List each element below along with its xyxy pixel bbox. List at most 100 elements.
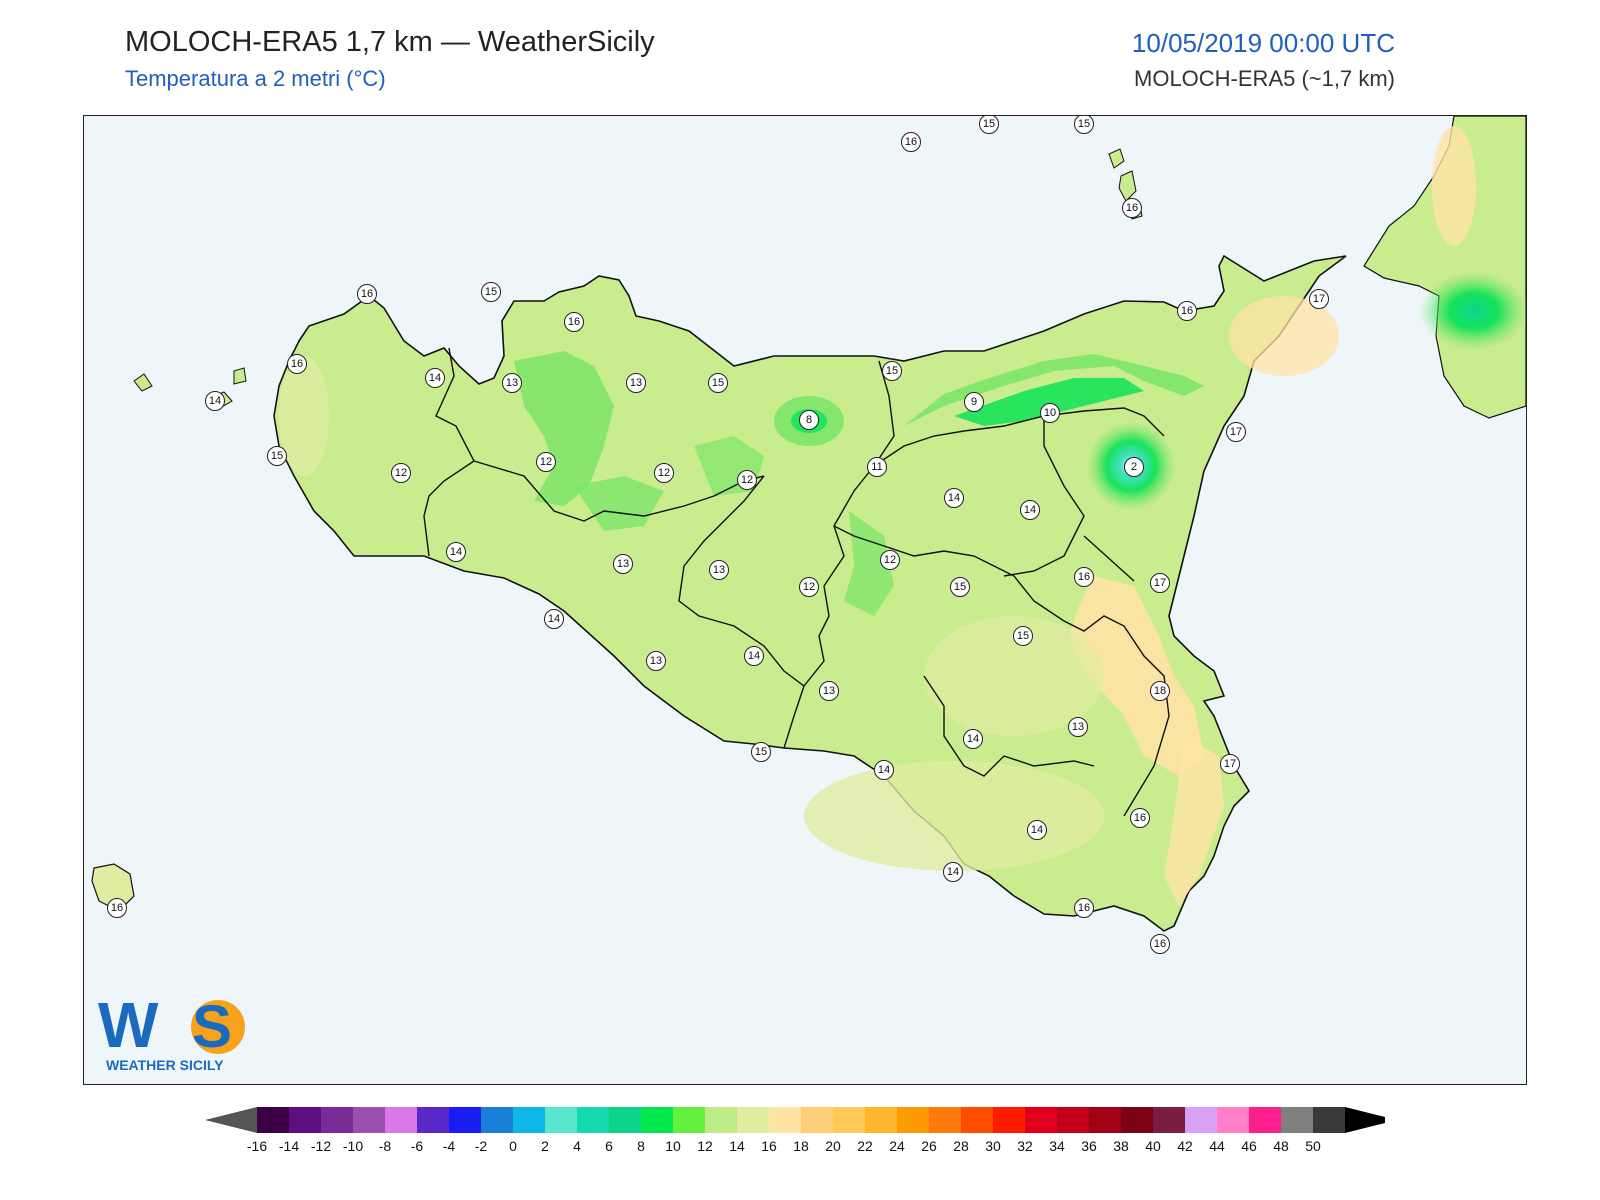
station-value: 2 bbox=[1124, 457, 1144, 477]
station-value: 13 bbox=[626, 373, 646, 393]
colorbar-tick-label: 2 bbox=[541, 1138, 549, 1154]
colorbar-swatch bbox=[929, 1107, 961, 1133]
colorbar-tick-label: 20 bbox=[825, 1138, 841, 1154]
colorbar-tick-label: 0 bbox=[509, 1138, 517, 1154]
station-value: 16 bbox=[287, 354, 307, 374]
station-value: 14 bbox=[205, 391, 225, 411]
station-value: 13 bbox=[646, 651, 666, 671]
salina-island bbox=[1108, 148, 1125, 169]
colorbar-swatch bbox=[353, 1107, 385, 1133]
colorbar-tick-label: 12 bbox=[697, 1138, 713, 1154]
station-value: 10 bbox=[1040, 403, 1060, 423]
egadi-island bbox=[233, 367, 247, 385]
colorbar-swatch bbox=[673, 1107, 705, 1133]
station-value: 8 bbox=[799, 410, 819, 430]
colorbar-swatch bbox=[865, 1107, 897, 1133]
station-value: 12 bbox=[880, 550, 900, 570]
station-value: 13 bbox=[819, 681, 839, 701]
colorbar-swatch bbox=[481, 1107, 513, 1133]
station-value: 15 bbox=[267, 446, 287, 466]
logo-text: WEATHER SICILY bbox=[106, 1057, 224, 1073]
colorbar-swatch bbox=[1025, 1107, 1057, 1133]
station-value: 12 bbox=[737, 470, 757, 490]
colorbar bbox=[205, 1107, 1385, 1133]
station-value: 14 bbox=[1020, 500, 1040, 520]
station-value: 14 bbox=[544, 609, 564, 629]
colorbar-swatch bbox=[417, 1107, 449, 1133]
station-value: 17 bbox=[1226, 422, 1246, 442]
colorbar-tick-label: 42 bbox=[1177, 1138, 1193, 1154]
colorbar-swatch bbox=[833, 1107, 865, 1133]
colorbar-swatch bbox=[257, 1107, 289, 1133]
temperature-map bbox=[91, 116, 1526, 932]
station-value: 14 bbox=[943, 862, 963, 882]
station-value: 16 bbox=[1130, 808, 1150, 828]
colorbar-swatch bbox=[1089, 1107, 1121, 1133]
colorbar-swatch bbox=[289, 1107, 321, 1133]
colorbar-tick-label: 46 bbox=[1241, 1138, 1257, 1154]
weathersicily-logo: W S WEATHER SICILY bbox=[98, 985, 258, 1075]
svg-text:W: W bbox=[98, 989, 159, 1061]
station-value: 16 bbox=[1074, 567, 1094, 587]
colorbar-tick-label: 48 bbox=[1273, 1138, 1289, 1154]
colorbar-swatch bbox=[737, 1107, 769, 1133]
colorbar-swatch bbox=[513, 1107, 545, 1133]
colorbar-swatch bbox=[705, 1107, 737, 1133]
station-value: 14 bbox=[744, 646, 764, 666]
station-value: 9 bbox=[964, 392, 984, 412]
colorbar-swatch bbox=[641, 1107, 673, 1133]
colorbar-swatch bbox=[1185, 1107, 1217, 1133]
colorbar-tick-label: 26 bbox=[921, 1138, 937, 1154]
colorbar-tick-label: 16 bbox=[761, 1138, 777, 1154]
station-value: 15 bbox=[481, 282, 501, 302]
station-value: 11 bbox=[867, 457, 887, 477]
station-value: 12 bbox=[654, 463, 674, 483]
colorbar-tick-label: 30 bbox=[985, 1138, 1001, 1154]
map-frame: 16 15 15 16 16 15 16 17 16 14 16 14 13 13 15 15 8 9 10 17 15… bbox=[83, 115, 1527, 1085]
svg-text:S: S bbox=[192, 993, 232, 1060]
colorbar-tick-label: 14 bbox=[729, 1138, 745, 1154]
colorbar-tick-label: 50 bbox=[1305, 1138, 1321, 1154]
colorbar-tick-label: 6 bbox=[605, 1138, 613, 1154]
station-value: 16 bbox=[1150, 934, 1170, 954]
map-title: MOLOCH-ERA5 1,7 km — WeatherSicily bbox=[125, 26, 655, 58]
station-value: 14 bbox=[874, 760, 894, 780]
station-value: 16 bbox=[1122, 198, 1142, 218]
map-subtitle: Temperatura a 2 metri (°C) bbox=[125, 66, 386, 91]
colorbar-tick-label: 4 bbox=[573, 1138, 581, 1154]
colorbar-tick-label: 38 bbox=[1113, 1138, 1129, 1154]
colorbar-swatch bbox=[993, 1107, 1025, 1133]
valid-datetime: 10/05/2019 00:00 UTC bbox=[1131, 28, 1395, 58]
station-value: 15 bbox=[1074, 116, 1094, 134]
colorbar-tick-label: 18 bbox=[793, 1138, 809, 1154]
colorbar-max-arrow bbox=[1345, 1107, 1385, 1133]
station-value: 13 bbox=[1068, 717, 1088, 737]
colorbar-tick-label: -2 bbox=[474, 1138, 488, 1154]
colorbar-tick-label: -6 bbox=[410, 1138, 424, 1154]
station-value: 17 bbox=[1220, 754, 1240, 774]
colorbar-swatch bbox=[577, 1107, 609, 1133]
pantelleria-island bbox=[91, 863, 135, 912]
colorbar-swatch bbox=[1121, 1107, 1153, 1133]
colorbar-tick-label: 10 bbox=[665, 1138, 681, 1154]
station-value: 15 bbox=[950, 577, 970, 597]
colorbar-tick-label: 34 bbox=[1049, 1138, 1065, 1154]
colorbar-tick-label: -4 bbox=[442, 1138, 456, 1154]
province-boundaries bbox=[423, 347, 1170, 817]
station-value: 16 bbox=[564, 312, 584, 332]
colorbar-tick-label: 32 bbox=[1017, 1138, 1033, 1154]
station-value: 14 bbox=[1027, 820, 1047, 840]
station-value: 15 bbox=[979, 116, 999, 134]
colorbar-tick-label: 8 bbox=[637, 1138, 645, 1154]
colorbar-swatch bbox=[609, 1107, 641, 1133]
colorbar-swatch bbox=[545, 1107, 577, 1133]
colorbar-swatch bbox=[385, 1107, 417, 1133]
station-value: 13 bbox=[613, 554, 633, 574]
colorbar-swatch bbox=[1153, 1107, 1185, 1133]
colorbar-tick-label: -16 bbox=[246, 1138, 268, 1154]
lipari-island bbox=[1118, 170, 1137, 202]
station-value: 13 bbox=[709, 560, 729, 580]
colorbar-tick-label: 44 bbox=[1209, 1138, 1225, 1154]
colorbar-swatch bbox=[1249, 1107, 1281, 1133]
station-value: 14 bbox=[446, 542, 466, 562]
